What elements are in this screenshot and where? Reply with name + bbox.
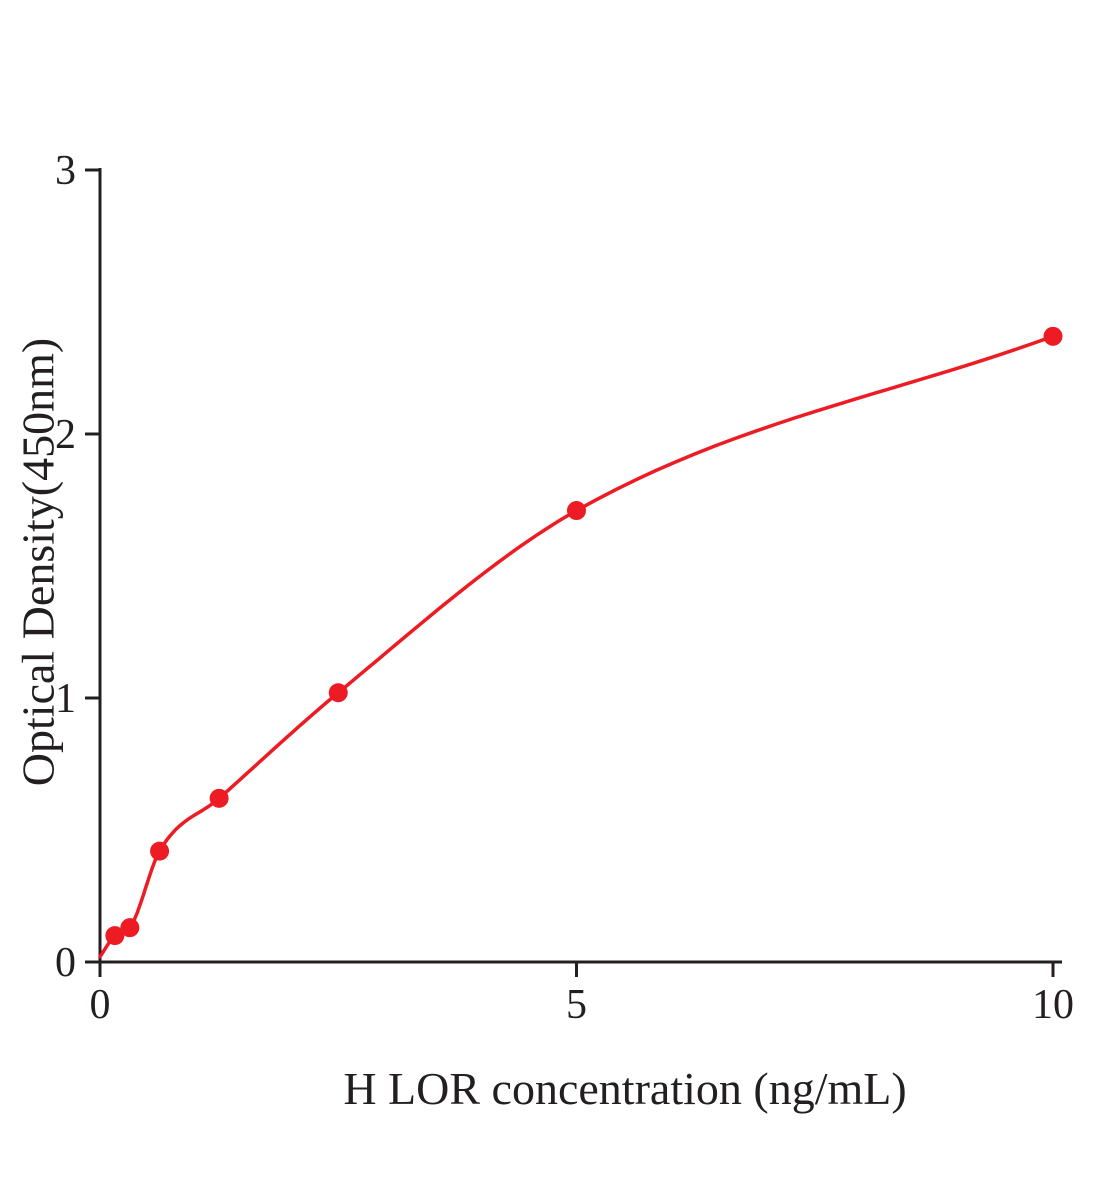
data-point [209, 788, 229, 808]
x-tick-label: 5 [566, 982, 587, 1028]
x-tick-label: 0 [90, 982, 111, 1028]
data-point [328, 683, 348, 703]
data-point [120, 918, 140, 938]
y-tick-label: 0 [55, 940, 76, 986]
x-axis-title: H LOR concentration (ng/mL) [343, 1063, 907, 1114]
y-tick-label: 2 [55, 412, 76, 458]
data-point [1043, 326, 1063, 346]
y-axis-title: Optical Density(450nm) [12, 337, 64, 787]
data-point [567, 501, 586, 521]
data-point [105, 926, 125, 946]
data-point [150, 841, 170, 861]
fit-curve [98, 334, 1055, 959]
y-tick-label: 3 [55, 148, 76, 194]
x-tick-label: 10 [1032, 982, 1074, 1028]
y-tick-label: 1 [55, 676, 76, 722]
